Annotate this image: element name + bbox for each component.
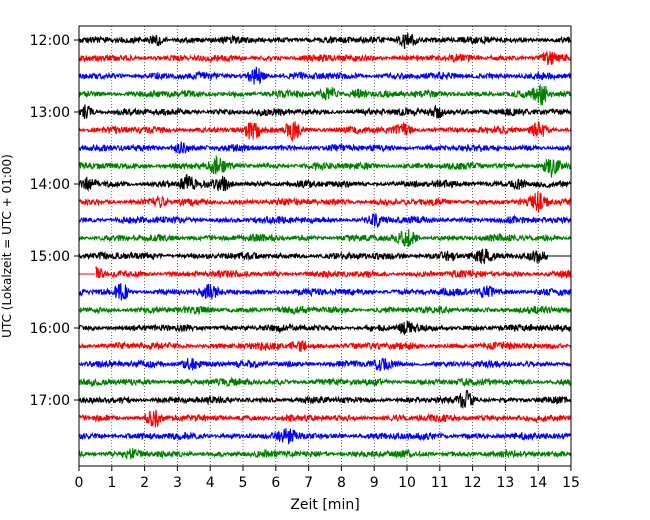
seismogram-trace [78, 448, 572, 460]
seismogram-trace [78, 154, 572, 178]
x-tick-label: 9 [370, 475, 379, 491]
seismogram-trace [78, 213, 572, 228]
seismogram-trace [78, 32, 572, 49]
x-tick-label: 3 [173, 475, 182, 491]
x-tick-label: 12 [464, 475, 482, 491]
seismogram-trace [78, 340, 572, 353]
seismogram-trace [78, 389, 572, 409]
x-tick-label: 7 [304, 475, 313, 491]
seismogram-trace [78, 51, 572, 66]
seismogram-trace [78, 428, 572, 445]
seismogram-trace [78, 104, 572, 120]
y-tick-label: 16:00 [30, 321, 70, 337]
plot-frame [78, 25, 572, 467]
x-tick-label: 8 [337, 475, 346, 491]
x-tick-label: 4 [206, 475, 215, 491]
seismogram-trace [78, 173, 572, 193]
grid-lines [111, 26, 539, 466]
x-tick-label: 13 [496, 475, 514, 491]
x-tick-label: 15 [562, 475, 580, 491]
y-tick-label: 12:00 [30, 33, 70, 49]
seismogram-trace [78, 83, 572, 106]
x-tick-label: 10 [398, 475, 416, 491]
y-tick-label: 15:00 [30, 249, 70, 265]
seismogram-trace [78, 376, 572, 388]
x-axis-label: Zeit [min] [290, 497, 359, 513]
seismogram-trace [78, 141, 572, 154]
seismogram-trace [78, 248, 549, 265]
seismogram-traces [78, 32, 572, 460]
y-tick-label: 14:00 [30, 177, 70, 193]
x-axis-ticks: 0 1 2 3 4 5 6 7 8 9 10 11 12 13 14 15 [75, 466, 580, 491]
seismogram-trace [78, 191, 572, 213]
seismogram-trace [78, 66, 572, 86]
x-tick-label: 6 [271, 475, 280, 491]
seismogram-trace [78, 121, 572, 143]
y-tick-label: 13:00 [30, 105, 70, 121]
seismogram-trace [95, 266, 572, 280]
x-tick-label: 1 [107, 475, 116, 491]
x-tick-label: 11 [431, 475, 449, 491]
y-axis-label: UTC (Lokalzeit = UTC + 01:00) [0, 154, 14, 338]
seismogram-trace [78, 304, 572, 316]
x-tick-label: 5 [239, 475, 248, 491]
seismogram-trace [78, 321, 572, 337]
y-axis-ticks: 12:00 13:00 14:00 15:00 16:00 17:00 [30, 33, 79, 409]
x-tick-label: 2 [140, 475, 149, 491]
seismogram-trace [79, 357, 572, 372]
seismogram-trace [78, 283, 572, 301]
x-tick-label: 14 [529, 475, 547, 491]
seismogram-trace [78, 229, 572, 247]
seismogram-trace [78, 409, 572, 428]
y-tick-label: 17:00 [30, 393, 70, 409]
x-tick-label: 0 [75, 475, 84, 491]
